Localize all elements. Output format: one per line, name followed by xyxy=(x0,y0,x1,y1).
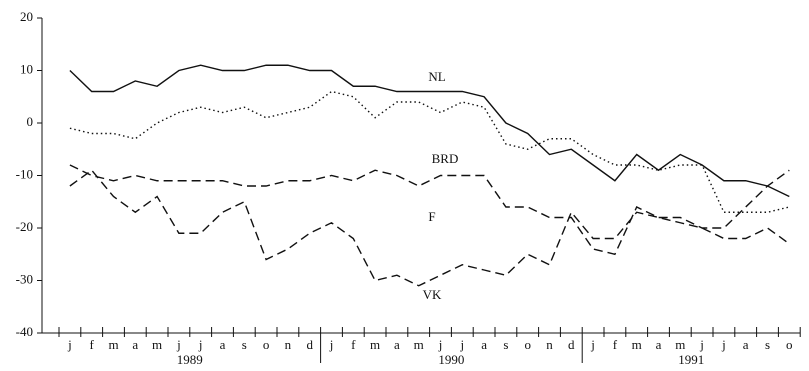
year-label: 1989 xyxy=(177,352,203,367)
x-tick-label: j xyxy=(198,337,203,352)
x-tick-label: a xyxy=(481,337,487,352)
x-tick-label: j xyxy=(67,337,72,352)
x-tick-label: j xyxy=(699,337,704,352)
y-tick-label: -20 xyxy=(16,219,33,234)
y-tick-label: 10 xyxy=(20,61,33,76)
y-tick-label: -40 xyxy=(16,324,33,339)
x-tick-label: a xyxy=(394,337,400,352)
series-label: NL xyxy=(428,69,445,84)
x-tick-label: a xyxy=(132,337,138,352)
x-tick-label: s xyxy=(242,337,247,352)
year-label: 1991 xyxy=(678,352,704,367)
series-line xyxy=(69,169,790,287)
x-tick-label: a xyxy=(220,337,226,352)
y-tick-label: -10 xyxy=(16,166,33,181)
x-tick-label: m xyxy=(675,337,685,352)
series-label: VK xyxy=(423,287,442,302)
x-tick-label: m xyxy=(414,337,424,352)
x-tick-label: j xyxy=(176,337,181,352)
y-tick-label: -30 xyxy=(16,271,33,286)
series-line xyxy=(69,90,790,213)
x-tick-label: d xyxy=(306,337,313,352)
x-tick-label: m xyxy=(632,337,642,352)
y-tick-label: 20 xyxy=(20,9,33,24)
y-tick-label: 0 xyxy=(27,114,34,129)
series-label: F xyxy=(428,209,435,224)
x-tick-label: a xyxy=(656,337,662,352)
x-tick-label: j xyxy=(459,337,464,352)
x-tick-label: j xyxy=(438,337,443,352)
series-line xyxy=(69,64,790,198)
x-tick-label: n xyxy=(285,337,292,352)
x-tick-label: j xyxy=(721,337,726,352)
series-label: BRD xyxy=(432,151,459,166)
x-tick-label: m xyxy=(108,337,118,352)
x-tick-label: s xyxy=(503,337,508,352)
x-tick-label: a xyxy=(743,337,749,352)
year-label: 1990 xyxy=(438,352,464,367)
x-tick-label: f xyxy=(613,337,618,352)
x-tick-label: o xyxy=(263,337,270,352)
x-tick-label: o xyxy=(524,337,531,352)
x-tick-label: s xyxy=(765,337,770,352)
x-tick-label: f xyxy=(90,337,95,352)
x-tick-label: j xyxy=(590,337,595,352)
x-tick-label: d xyxy=(568,337,575,352)
x-tick-label: j xyxy=(329,337,334,352)
x-tick-label: o xyxy=(786,337,793,352)
x-tick-label: m xyxy=(370,337,380,352)
x-tick-label: n xyxy=(546,337,553,352)
x-tick-label: f xyxy=(351,337,356,352)
x-tick-label: m xyxy=(152,337,162,352)
